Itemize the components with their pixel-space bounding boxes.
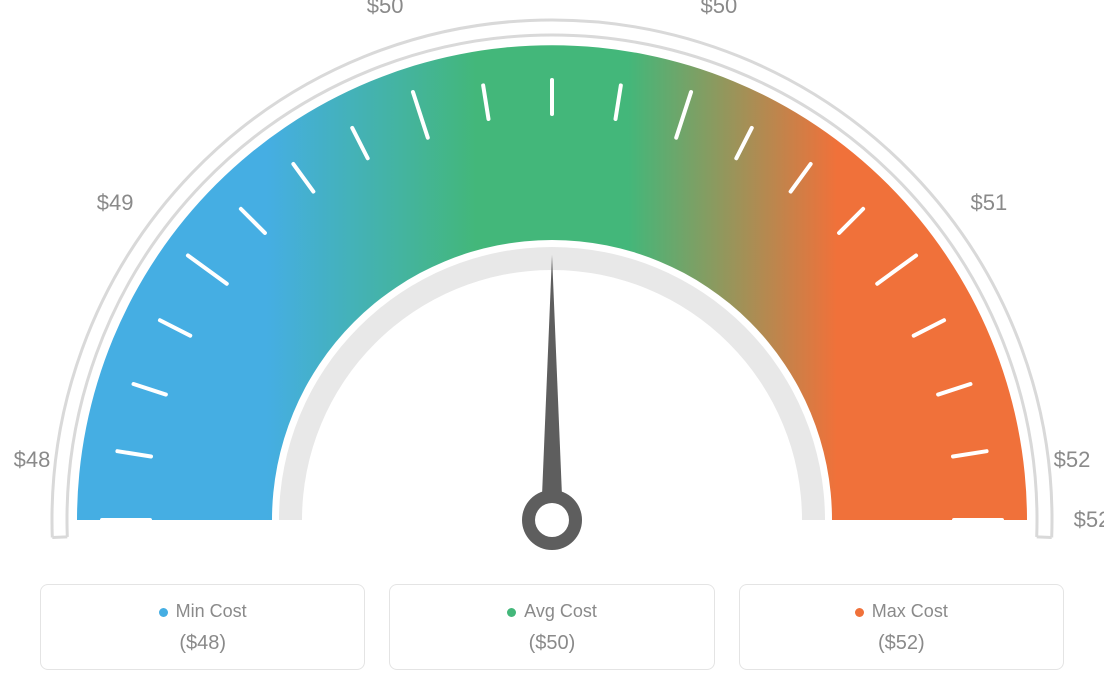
legend-row: Min Cost ($48) Avg Cost ($50) Max Cost (…	[40, 584, 1064, 670]
gauge-tick-label: $51	[971, 190, 1008, 216]
gauge-tick-label: $50	[367, 0, 404, 19]
gauge-tick-label: $49	[97, 190, 134, 216]
legend-title-avg: Avg Cost	[402, 601, 701, 622]
legend-card-max: Max Cost ($52)	[739, 584, 1064, 670]
legend-value-avg: ($50)	[402, 632, 701, 655]
dot-icon	[855, 608, 864, 617]
gauge-tick-label: $48	[14, 447, 51, 473]
legend-title-max: Max Cost	[752, 601, 1051, 622]
gauge-tick-label: $52	[1074, 507, 1104, 533]
legend-value-max: ($52)	[752, 632, 1051, 655]
legend-label: Max Cost	[872, 601, 948, 621]
legend-label: Min Cost	[176, 601, 247, 621]
gauge-chart: $48 $49 $50 $50 $51 $52 $52	[0, 0, 1104, 570]
gauge-tick-label: $50	[701, 0, 738, 19]
legend-value-min: ($48)	[53, 632, 352, 655]
legend-card-min: Min Cost ($48)	[40, 584, 365, 670]
dot-icon	[159, 608, 168, 617]
dot-icon	[507, 608, 516, 617]
legend-label: Avg Cost	[524, 601, 597, 621]
legend-card-avg: Avg Cost ($50)	[389, 584, 714, 670]
legend-title-min: Min Cost	[53, 601, 352, 622]
gauge-tick-label: $52	[1054, 447, 1091, 473]
